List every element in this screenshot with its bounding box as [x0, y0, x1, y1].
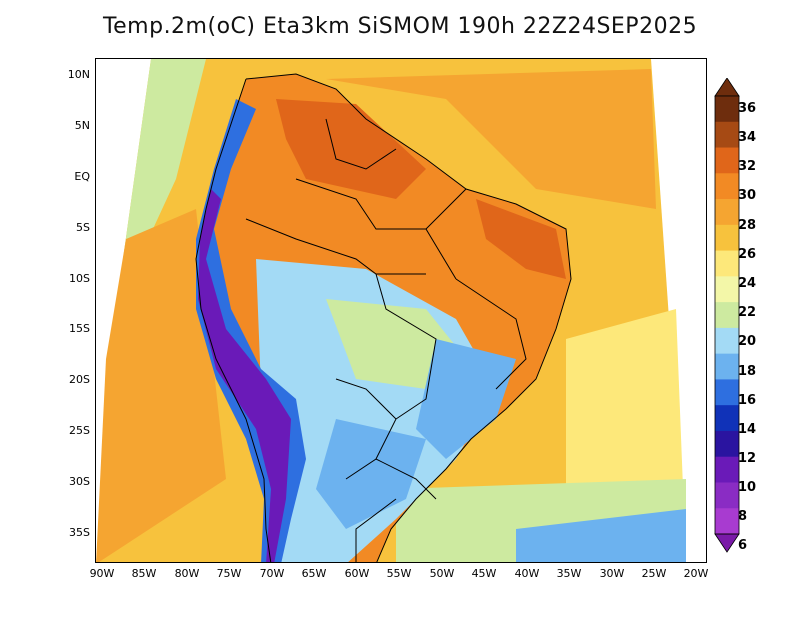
- lat-label-35s: 35S: [69, 526, 90, 539]
- colorbar-label-26: 26: [738, 247, 757, 262]
- colorbar-cell: [715, 405, 739, 432]
- colorbar-cell: [715, 147, 739, 174]
- lon-label-45w: 45W: [471, 567, 497, 580]
- hot-north-patch: [276, 99, 426, 199]
- andes-very-cold: [198, 189, 291, 562]
- colorbar-label-18: 18: [738, 364, 757, 379]
- warm-ocean-north: [326, 69, 656, 209]
- colorbar-label-22: 22: [738, 305, 757, 320]
- colorbar-cell: [715, 456, 739, 483]
- colorbar-top-arrow: [714, 78, 740, 97]
- colorbar-label-6: 6: [738, 538, 748, 553]
- lat-label-eq: EQ: [74, 170, 90, 183]
- hot-northeast-patch: [476, 199, 566, 279]
- colorbar-label-10: 10: [738, 480, 757, 495]
- colorbar-label-36: 36: [738, 101, 757, 116]
- colorbar-label-8: 8: [738, 509, 748, 524]
- colorbar-label-34: 34: [738, 130, 757, 145]
- colorbar-label-30: 30: [738, 188, 757, 203]
- lon-label-65w: 65W: [301, 567, 327, 580]
- southeast-cool: [416, 339, 516, 459]
- colorbar-bottom-arrow: [714, 533, 740, 553]
- lon-label-50w: 50W: [429, 567, 455, 580]
- colorbar-cell: [715, 353, 739, 380]
- colorbar-cell: [715, 173, 739, 200]
- colorbar-cell: [715, 224, 739, 252]
- colorbar-label-20: 20: [738, 334, 757, 349]
- colorbar-cell: [715, 276, 739, 303]
- colorbar-label-14: 14: [738, 422, 757, 437]
- lat-label-30s: 30S: [69, 475, 90, 488]
- colorbar-cell: [715, 327, 739, 355]
- colorbar-label-12: 12: [738, 451, 757, 466]
- colorbar-cell: [715, 379, 739, 406]
- pacific-warm: [96, 209, 226, 562]
- lon-label-40w: 40W: [514, 567, 540, 580]
- lon-label-25w: 25W: [641, 567, 667, 580]
- far-southeast-cold: [516, 509, 686, 562]
- lon-label-60w: 60W: [344, 567, 370, 580]
- country-borders: [195, 73, 572, 562]
- colorbar-cell: [715, 250, 739, 277]
- south-cold-patch: [316, 419, 426, 529]
- colorbar: [714, 78, 740, 553]
- colorbar-label-16: 16: [738, 393, 757, 408]
- lat-label-10s: 10S: [69, 272, 90, 285]
- lon-label-90w: 90W: [89, 567, 115, 580]
- lon-label-75w: 75W: [216, 567, 242, 580]
- colorbar-frame: [714, 95, 740, 535]
- lat-label-10n: 10N: [67, 68, 90, 81]
- lon-label-70w: 70W: [259, 567, 285, 580]
- map-panel: [95, 58, 707, 563]
- lat-label-20s: 20S: [69, 373, 90, 386]
- lon-label-85w: 85W: [131, 567, 157, 580]
- lat-label-25s: 25S: [69, 424, 90, 437]
- colorbar-cell: [715, 508, 739, 535]
- lon-label-55w: 55W: [386, 567, 412, 580]
- colorbar-label-32: 32: [738, 159, 757, 174]
- colorbar-cell: [715, 96, 739, 123]
- lat-label-5s: 5S: [76, 221, 90, 234]
- colorbar-cell: [715, 482, 739, 509]
- colorbar-cell: [715, 302, 739, 329]
- colorbar-label-28: 28: [738, 218, 757, 233]
- lon-label-30w: 30W: [599, 567, 625, 580]
- lon-label-20w: 20W: [683, 567, 709, 580]
- map-title: Temp.2m(oC) Eta3km SiSMOM 190h 22Z24SEP2…: [102, 14, 698, 39]
- temperature-map: [96, 59, 686, 562]
- lat-label-5n: 5N: [74, 119, 90, 132]
- lat-label-15s: 15S: [69, 322, 90, 335]
- colorbar-label-24: 24: [738, 276, 757, 291]
- lon-label-80w: 80W: [174, 567, 200, 580]
- colorbar-cell: [715, 430, 739, 458]
- colorbar-cell: [715, 199, 739, 226]
- colorbar-cell: [715, 121, 739, 149]
- lon-label-35w: 35W: [556, 567, 582, 580]
